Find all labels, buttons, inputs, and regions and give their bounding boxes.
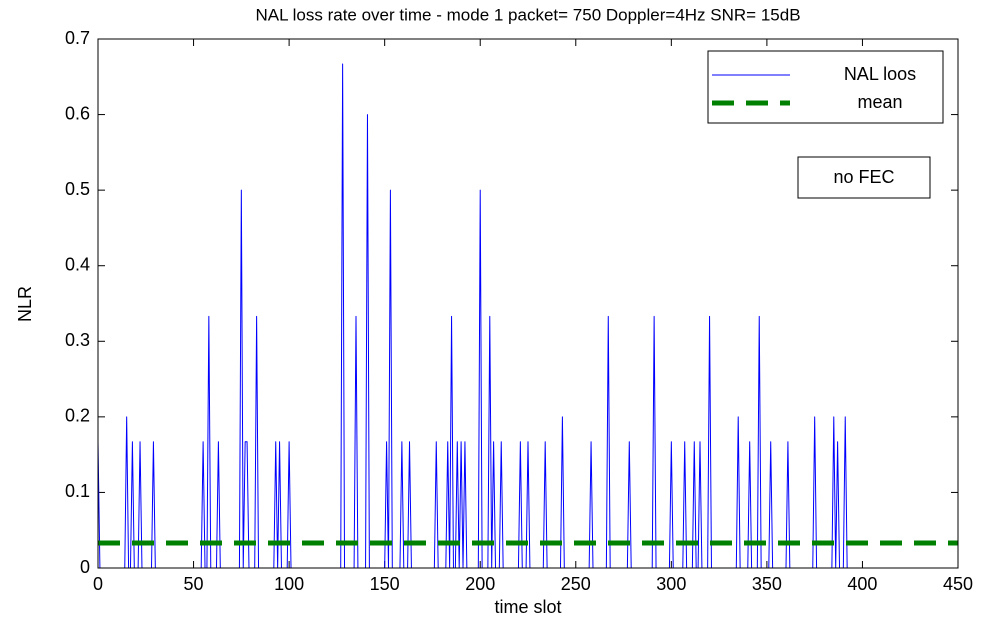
y-tick-label: 0.7 bbox=[65, 28, 90, 48]
y-tick-label: 0.3 bbox=[65, 330, 90, 350]
x-axis-label: time slot bbox=[494, 597, 561, 617]
x-tick-label: 400 bbox=[847, 574, 877, 594]
x-tick-label: 350 bbox=[752, 574, 782, 594]
x-tick-label: 150 bbox=[370, 574, 400, 594]
x-tick-label: 200 bbox=[465, 574, 495, 594]
x-tick-label: 250 bbox=[561, 574, 591, 594]
y-tick-label: 0 bbox=[80, 557, 90, 577]
legend-label: NAL loos bbox=[844, 64, 916, 84]
axes-frame bbox=[97, 38, 959, 569]
x-tick-label: 100 bbox=[274, 574, 304, 594]
x-tick-label: 300 bbox=[656, 574, 686, 594]
y-tick-label: 0.4 bbox=[65, 254, 90, 274]
y-tick-label: 0.2 bbox=[65, 406, 90, 426]
y-tick-label: 0.6 bbox=[65, 103, 90, 123]
chart-title: NAL loss rate over time - mode 1 packet=… bbox=[255, 5, 800, 24]
y-tick-label: 0.5 bbox=[65, 179, 90, 199]
x-tick-label: 0 bbox=[93, 574, 103, 594]
y-tick-label: 0.1 bbox=[65, 481, 90, 501]
axes-box bbox=[98, 39, 958, 568]
legend: NAL loos mean bbox=[712, 64, 916, 112]
plot-area: 0 50 100 150 200 250 300 350 400 450 0 0.1 0.2 0.3 0.4… bbox=[65, 28, 973, 594]
annotation-box bbox=[797, 156, 931, 199]
annotation: no FEC bbox=[833, 167, 894, 187]
x-tick-label: 50 bbox=[184, 574, 204, 594]
legend-box bbox=[707, 50, 944, 124]
legend-label: mean bbox=[857, 92, 902, 112]
x-tick-label: 450 bbox=[943, 574, 973, 594]
y-axis-label: NLR bbox=[15, 286, 35, 322]
